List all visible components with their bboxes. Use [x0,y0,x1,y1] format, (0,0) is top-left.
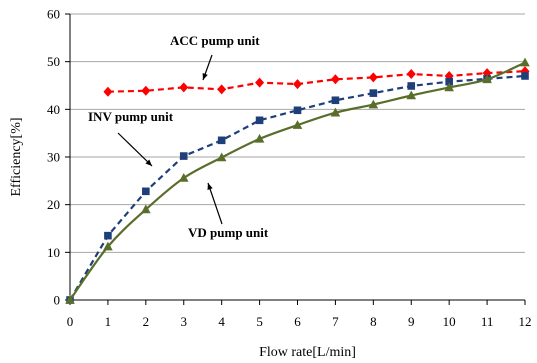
inv-pump-unit-point [407,82,416,90]
x-tick-label: 4 [218,314,225,329]
x-tick-label: 5 [256,314,263,329]
annotation-arrowhead [207,183,213,190]
inv-pump-unit-point [104,231,112,240]
annotations: ACC pump unit INV pump unit VD pump unit [88,33,269,240]
vd-pump-unit-point [65,295,75,304]
acc-pump-unit-point [293,79,302,90]
vd-pump-unit-point [330,107,341,117]
annotation-label: VD pump unit [188,225,269,240]
x-tick-label: 9 [408,314,415,329]
annotation-arrow-line [117,132,153,167]
inv-pump-unit-point [142,187,150,196]
x-tick-label: 3 [181,314,188,329]
inv-pump-unit-point [255,116,264,125]
inv-pump-unit-point [217,136,226,145]
x-tick-label: 8 [370,314,377,329]
acc-pump-unit-point [103,86,113,97]
inv-pump-unit-point [293,106,302,115]
vd-pump-unit-point [254,133,265,143]
acc-pump-unit-point [217,84,227,95]
x-tick-label: 1 [105,314,112,329]
vd-pump-unit-point [520,57,530,67]
inv-pump-unit-point [369,89,378,97]
x-tick-label: 10 [443,314,456,329]
x-tick-label: 0 [67,314,74,329]
acc-pump-unit-point [330,74,340,85]
inv-pump-unit-point [445,77,453,86]
acc-pump-unit-point [141,85,151,96]
vd-pump-unit-point [141,204,151,214]
x-tick-label: 7 [332,314,339,329]
y-tick-label: 20 [47,197,60,212]
annotation-label: ACC pump unit [170,33,260,48]
acc-pump-unit-point [368,72,378,83]
vd-pump-unit-line [69,61,526,301]
annotation-arrowhead [202,73,208,80]
vd-pump-unit-point [444,82,454,92]
acc-pump-unit-point [406,69,416,80]
vd-pump-unit-point [103,241,113,251]
y-tick-label: 0 [54,293,61,308]
x-axis-title: Flow rate[L/min] [259,345,356,360]
vd-pump-unit-point [368,99,379,109]
x-tick-label: 12 [519,314,532,329]
annotation-label: INV pump unit [88,109,174,124]
inv-pump-unit-point [331,96,340,105]
x-tick-label: 11 [481,314,494,329]
annotation-arrowhead [145,159,152,166]
y-tick-label: 60 [47,7,60,22]
inv-pump-unit-point [179,152,188,160]
x-tick-label: 2 [143,314,150,329]
vd-pump-unit-point [178,172,189,182]
y-tick-label: 10 [47,245,60,260]
annotation-arrow-line [207,182,223,225]
y-axis-title: Efficiency[%] [9,117,24,196]
vd-pump-unit-point [406,90,417,100]
vd-pump-unit-point [216,152,227,162]
vd-pump-unit-point [482,74,492,84]
y-tick-label: 40 [47,102,60,117]
acc-pump-unit-point [179,82,189,93]
series-layer [65,57,530,304]
x-tick-label: 6 [294,314,301,329]
y-tick-label: 30 [47,150,60,165]
vd-pump-unit-point [292,120,303,129]
y-tick-label: 50 [47,54,60,69]
inv-pump-unit-point [521,72,529,80]
acc-pump-unit-point [255,77,265,88]
